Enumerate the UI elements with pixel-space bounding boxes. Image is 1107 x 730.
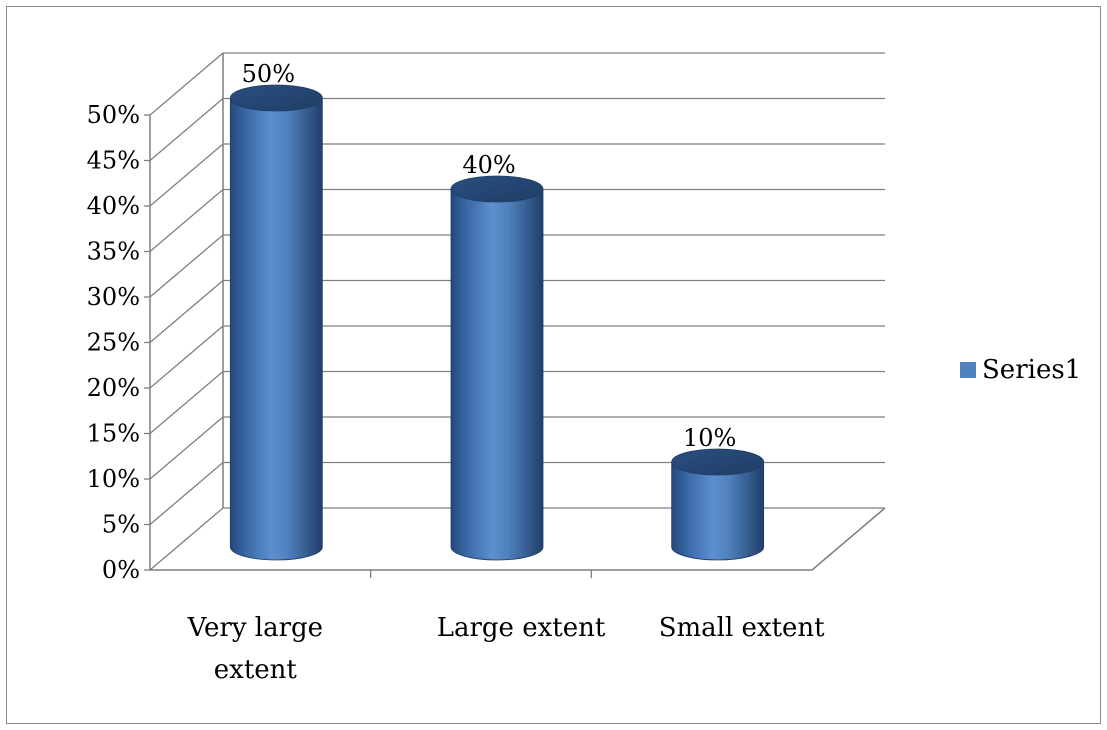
side-gridline	[149, 371, 224, 434]
legend-label: Series1	[982, 355, 1081, 385]
legend: Series1	[960, 355, 1081, 385]
y-tick-label: 35%	[87, 238, 140, 266]
y-tick-label: 25%	[87, 329, 140, 357]
side-gridline	[149, 462, 224, 525]
bar-body	[671, 461, 765, 561]
bar-cap	[229, 84, 323, 112]
x-tick-label: Small extent	[659, 613, 825, 643]
side-gridline	[149, 143, 224, 207]
y-tick-label: 10%	[87, 465, 140, 493]
bar-body	[229, 97, 323, 561]
side-gridline	[149, 189, 224, 252]
data-label: 50%	[242, 60, 295, 88]
grid-layer	[149, 52, 885, 571]
labels-layer: 0% 5% 10% 15% 20% 25% 30% 35% 40% 45% 50% 50% 40% 10%…	[87, 60, 826, 685]
floor-edge	[811, 507, 886, 571]
bar	[671, 448, 765, 561]
side-gridline	[149, 325, 224, 389]
chart-frame	[6, 6, 1101, 724]
y-tick-label: 45%	[87, 147, 140, 175]
bar	[450, 175, 544, 561]
y-tick-label: 20%	[87, 374, 140, 402]
bar	[229, 84, 323, 561]
side-gridline	[149, 416, 224, 480]
x-tick-label: Very large extent	[187, 613, 323, 685]
side-gridline	[149, 507, 224, 571]
bar-cap	[450, 175, 544, 203]
side-gridline	[149, 98, 224, 161]
y-tick-label: 0%	[102, 556, 140, 584]
bars-layer	[229, 84, 765, 561]
data-label: 10%	[683, 424, 736, 452]
y-tick-label: 5%	[102, 511, 140, 539]
bar-body	[450, 188, 544, 561]
y-tick-label: 30%	[87, 283, 140, 311]
data-label: 40%	[462, 151, 515, 179]
y-tick-label: 50%	[87, 101, 140, 129]
y-tick-label: 15%	[87, 420, 140, 448]
side-gridline	[149, 234, 224, 298]
y-tick-label: 40%	[87, 192, 140, 220]
side-gridline	[149, 280, 224, 343]
legend-swatch	[960, 362, 976, 378]
bar-cap	[671, 448, 765, 476]
side-gridline	[149, 52, 224, 116]
x-tick-label: Large extent	[437, 613, 606, 643]
